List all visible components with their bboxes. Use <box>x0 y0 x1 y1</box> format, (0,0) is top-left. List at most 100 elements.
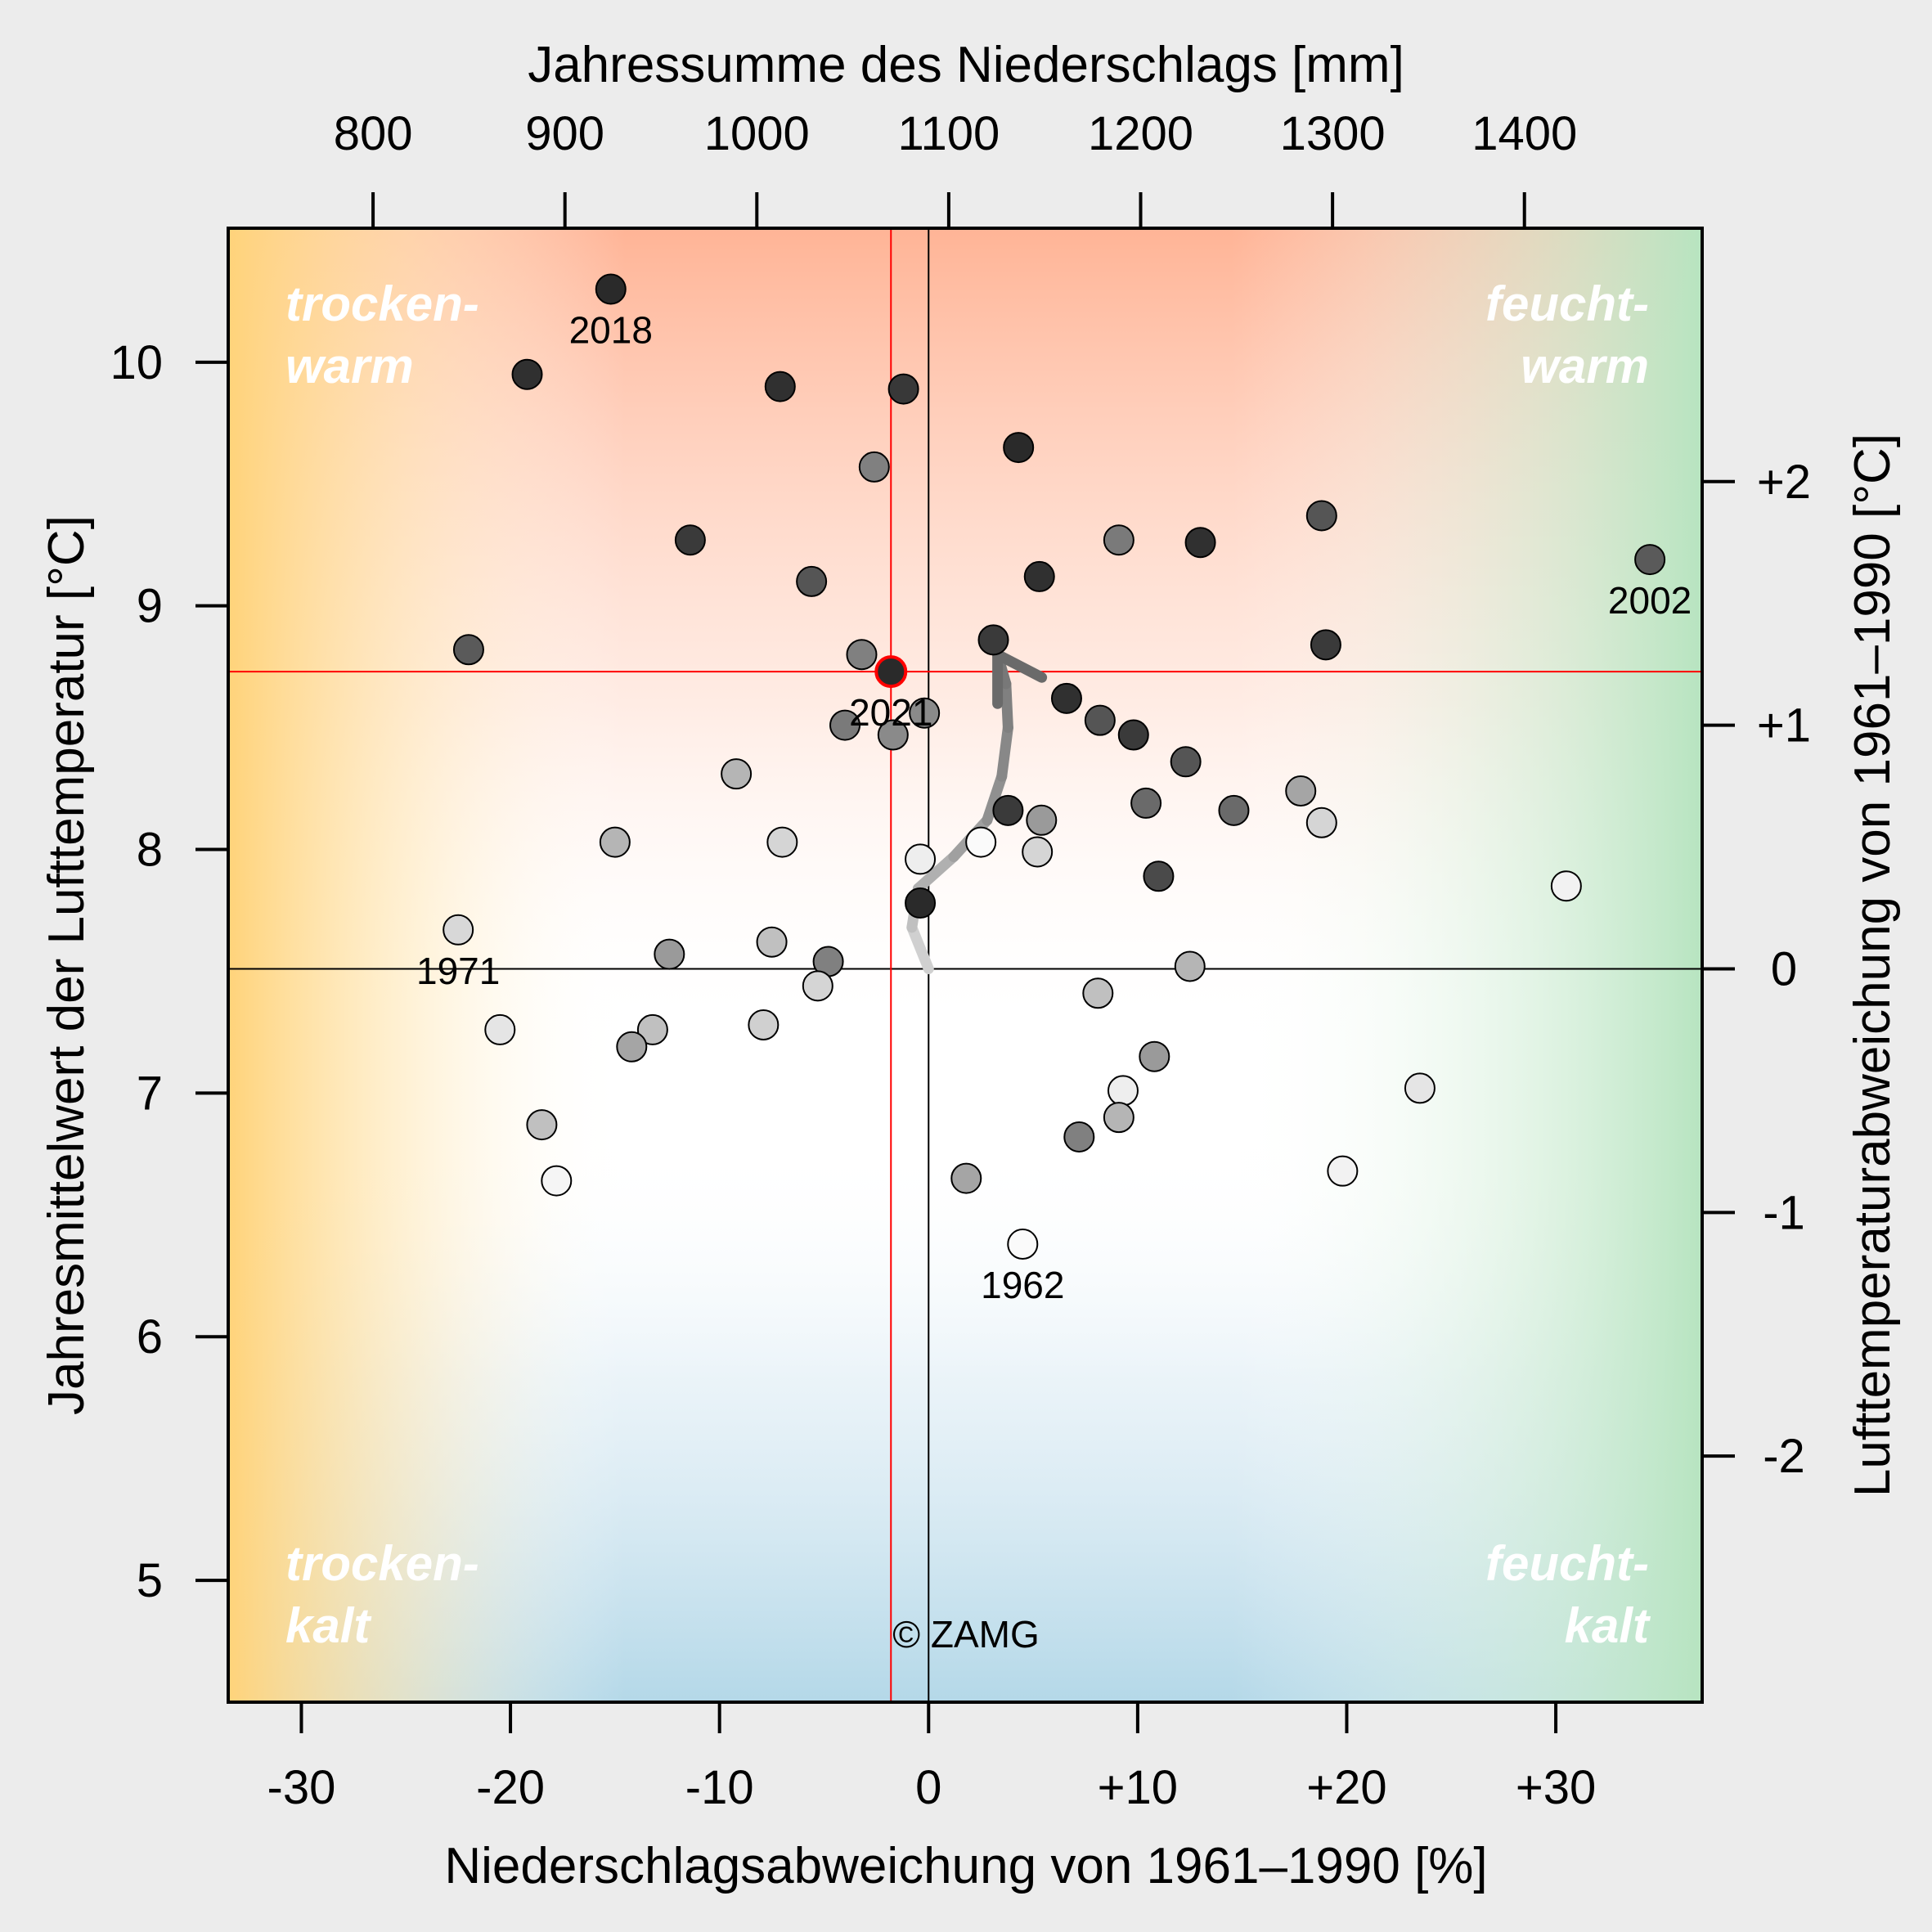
trend-segment <box>1000 678 1013 734</box>
x2-tick-label: 1300 <box>1280 107 1386 160</box>
x-axis-title: Niederschlagsabweichung von 1961–1990 [%… <box>444 1838 1487 1894</box>
x-tick-label: -30 <box>267 1761 336 1814</box>
data-point <box>1310 629 1341 661</box>
data-points <box>443 273 1666 1260</box>
data-point <box>877 719 909 751</box>
trend-segment <box>912 851 959 894</box>
y2-tick-label: +2 <box>1757 456 1811 509</box>
data-point <box>1022 836 1054 868</box>
quadrant-label-wet-warm: warm <box>1521 339 1649 393</box>
x2-tick-label: 1200 <box>1088 107 1193 160</box>
data-point <box>443 914 474 946</box>
data-point <box>1107 1075 1139 1107</box>
y-tick-label: 10 <box>110 336 163 389</box>
data-point <box>1184 527 1216 559</box>
y-tick-label: 9 <box>137 580 163 633</box>
x-axis-top: 800 900 1000 1100 1200 1300 1400 <box>334 107 1577 228</box>
data-point <box>526 1109 558 1141</box>
data-point <box>1082 977 1114 1009</box>
y2-axis-title: Lufttemperaturabweichung von 1961–1990 [… <box>1844 434 1901 1497</box>
data-point <box>1305 806 1337 838</box>
year-label-2002: 2002 <box>1608 579 1692 622</box>
data-point <box>1026 804 1058 836</box>
data-point <box>1063 1121 1095 1152</box>
data-point <box>950 1162 982 1194</box>
data-point <box>1550 870 1582 902</box>
x-tick-label: +10 <box>1098 1761 1178 1814</box>
data-point <box>796 565 828 597</box>
quadrant-label-dry-warm: warm <box>285 339 414 393</box>
trend-segment <box>982 771 1008 826</box>
data-point <box>965 826 997 858</box>
data-point <box>1139 1040 1170 1072</box>
data-point <box>764 371 796 402</box>
data-point <box>748 1009 780 1040</box>
data-point <box>858 451 890 483</box>
year-label-2018: 2018 <box>569 308 653 351</box>
data-point <box>846 639 878 671</box>
trend-segment <box>906 922 934 974</box>
plot-background <box>228 228 1702 1702</box>
data-point <box>1285 775 1317 807</box>
data-point <box>1050 682 1082 714</box>
data-point <box>756 926 788 958</box>
data-point <box>909 697 941 729</box>
year-label-1971: 1971 <box>416 950 500 992</box>
data-point <box>1305 500 1337 532</box>
x-axis-bottom: -30 -20 -10 0 +10 +20 +30 <box>267 1702 1596 1814</box>
x2-tick-label: 800 <box>334 107 413 160</box>
y2-tick-label: 0 <box>1771 942 1797 995</box>
data-point <box>599 826 631 858</box>
data-point <box>1327 1155 1359 1187</box>
data-point <box>1117 719 1149 751</box>
quadrant-labels: trocken- warm feucht- warm trocken- kalt… <box>285 276 1651 1653</box>
data-point <box>616 1031 648 1063</box>
y2-tick-label: -2 <box>1763 1430 1805 1483</box>
trend-segment <box>996 722 1013 782</box>
year-label-1962: 1962 <box>981 1264 1064 1306</box>
x-tick-label: -20 <box>476 1761 545 1814</box>
quadrant-label-wet-warm: feucht- <box>1485 276 1649 331</box>
x2-tick-label: 1000 <box>704 107 810 160</box>
data-point <box>1130 787 1162 819</box>
data-point <box>1003 432 1035 464</box>
data-point <box>452 634 484 666</box>
data-point <box>1174 950 1206 982</box>
y2-tick-label: -1 <box>1763 1186 1805 1239</box>
x2-tick-label: 1100 <box>898 107 1000 160</box>
data-point <box>595 273 627 305</box>
quadrant-label-dry-cold: trocken- <box>285 1536 479 1591</box>
quadrant-label-wet-cold: feucht- <box>1485 1536 1649 1591</box>
data-point <box>1007 1229 1039 1260</box>
data-point <box>977 624 1009 656</box>
x2-tick-label: 900 <box>525 107 604 160</box>
data-point <box>766 826 798 858</box>
data-point <box>1023 560 1055 592</box>
data-point <box>721 758 753 790</box>
plot-frame <box>227 227 1704 1704</box>
data-point-2021 <box>874 655 908 689</box>
x-tick-label: -10 <box>685 1761 754 1814</box>
y-axis-right: -2 -1 0 +1 +2 <box>1702 456 1811 1483</box>
year-label-2021: 2021 <box>849 691 932 734</box>
y-axis-left: 5 6 7 8 9 10 <box>110 336 228 1607</box>
data-point <box>1103 1102 1134 1134</box>
data-point <box>1634 544 1666 576</box>
y-tick-label: 6 <box>137 1310 163 1364</box>
data-point <box>905 843 937 875</box>
data-point <box>674 524 706 556</box>
data-point <box>905 887 937 919</box>
y-tick-label: 7 <box>137 1067 163 1120</box>
data-point <box>829 709 861 741</box>
y2-tick-label: +1 <box>1757 699 1811 753</box>
quadrant-label-dry-cold: kalt <box>285 1598 372 1653</box>
data-point <box>802 970 833 1002</box>
x2-axis-title: Jahressumme des Niederschlags [mm] <box>528 37 1404 93</box>
quadrant-label-wet-cold: kalt <box>1565 1598 1651 1653</box>
trend-arrow <box>906 649 1048 974</box>
year-labels: 2018 2002 1971 1962 2021 <box>416 308 1692 1306</box>
data-point <box>541 1165 573 1197</box>
data-point <box>1143 860 1175 892</box>
y-tick-label: 5 <box>137 1554 163 1607</box>
